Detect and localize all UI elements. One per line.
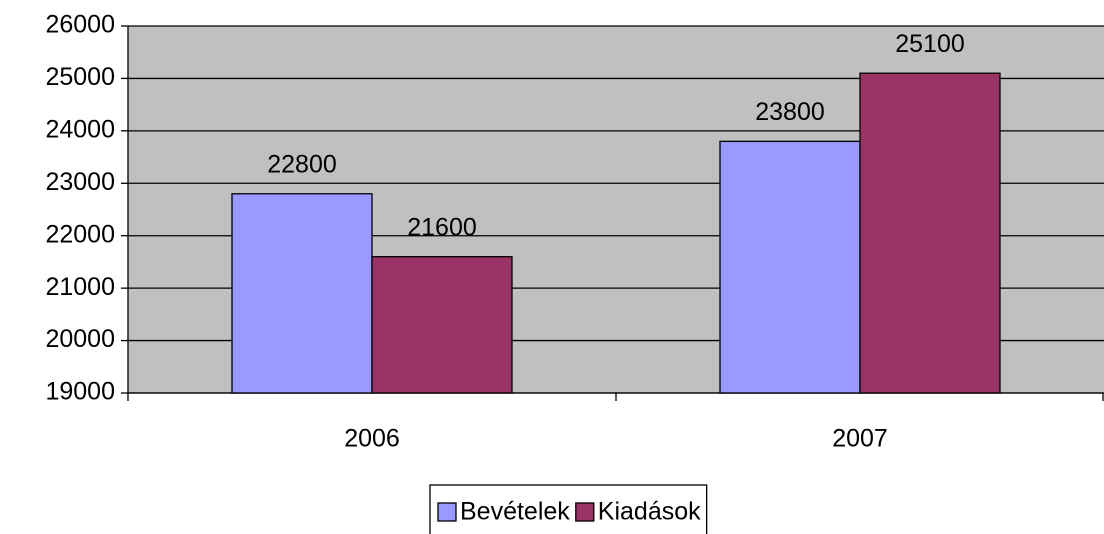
y-tick-label: 19000 xyxy=(45,378,115,406)
data-label: 21600 xyxy=(407,213,477,241)
bar xyxy=(231,193,373,394)
data-label: 25100 xyxy=(895,30,965,58)
legend-label: Bevételek xyxy=(460,498,570,526)
x-tick-label: 2007 xyxy=(832,425,888,453)
bar xyxy=(371,256,513,394)
x-tick-label: 2006 xyxy=(344,425,400,453)
bar xyxy=(859,72,1001,394)
y-tick-label: 20000 xyxy=(45,325,115,353)
data-label: 22800 xyxy=(267,150,337,178)
y-tick-label: 26000 xyxy=(45,11,115,39)
legend-swatch xyxy=(437,502,457,522)
y-tick-label: 24000 xyxy=(45,115,115,143)
legend xyxy=(429,484,708,534)
y-tick-label: 22000 xyxy=(45,220,115,248)
data-label: 23800 xyxy=(755,98,825,126)
y-tick-label: 25000 xyxy=(45,63,115,91)
legend-label: Kiadások xyxy=(598,498,701,526)
y-tick-label: 23000 xyxy=(45,168,115,196)
legend-swatch xyxy=(575,502,595,522)
bar xyxy=(719,140,861,394)
y-tick-label: 21000 xyxy=(45,273,115,301)
